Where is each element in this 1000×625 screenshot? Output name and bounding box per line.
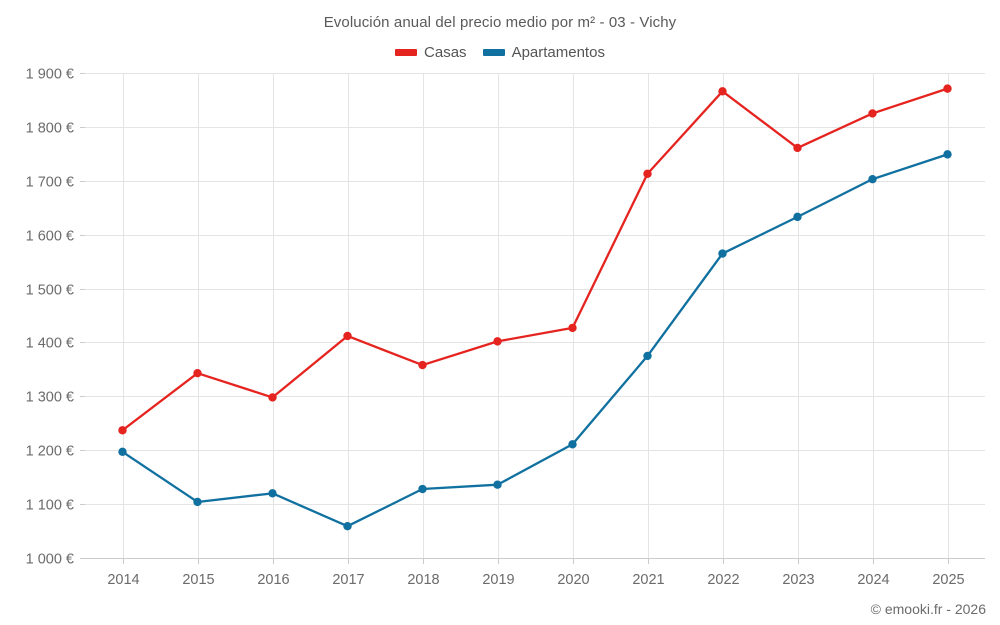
- data-point-marker[interactable]: [118, 447, 127, 457]
- data-point-marker[interactable]: [868, 109, 877, 118]
- y-axis-tick-label: 1 300 €: [26, 390, 74, 406]
- legend-label-casas: Casas: [424, 44, 467, 61]
- data-point-marker[interactable]: [943, 150, 952, 159]
- x-axis-tick-label: 2019: [482, 572, 514, 588]
- y-axis-tick-label: 1 600 €: [26, 229, 74, 245]
- data-point-marker[interactable]: [568, 323, 577, 333]
- legend-swatch-apartamentos: [482, 49, 505, 56]
- data-point-marker[interactable]: [343, 331, 352, 341]
- data-point-marker[interactable]: [568, 440, 577, 449]
- data-point-marker[interactable]: [793, 143, 802, 153]
- x-axis-tick-label: 2024: [857, 572, 889, 588]
- data-point-marker[interactable]: [343, 522, 352, 531]
- x-axis-tick-label: 2016: [257, 572, 289, 588]
- data-point-marker[interactable]: [193, 497, 202, 507]
- y-axis-tick-label: 1 000 €: [26, 552, 74, 568]
- data-point-marker[interactable]: [643, 351, 652, 361]
- x-axis-tick-label: 2020: [557, 572, 589, 588]
- x-axis-tick-label: 2021: [632, 572, 664, 588]
- x-axis-tick-label: 2022: [707, 572, 739, 588]
- data-point-marker[interactable]: [718, 87, 727, 96]
- series-line-casas: [121, 87, 949, 432]
- data-point-marker[interactable]: [418, 360, 427, 370]
- data-point-marker[interactable]: [493, 480, 502, 489]
- data-point-marker[interactable]: [193, 368, 202, 378]
- footer-credit: © emooki.fr - 2026: [870, 601, 986, 617]
- y-axis-tick-label: 1 900 €: [26, 67, 74, 83]
- legend-label-apartamentos: Apartamentos: [511, 44, 605, 61]
- legend-item-apartamentos[interactable]: Apartamentos: [482, 44, 605, 61]
- data-point-marker[interactable]: [718, 249, 727, 258]
- legend-item-casas[interactable]: Casas: [395, 44, 467, 61]
- x-axis-tick-label: 2018: [407, 572, 439, 588]
- x-axis-tick-label: 2015: [182, 572, 214, 588]
- data-point-marker[interactable]: [418, 484, 427, 494]
- x-axis-tick-label: 2017: [332, 572, 364, 588]
- data-point-marker[interactable]: [793, 212, 802, 222]
- chart-legend: Casas Apartamentos: [0, 44, 1000, 61]
- data-point-marker[interactable]: [493, 337, 502, 346]
- y-axis-tick-label: 1 400 €: [26, 336, 74, 352]
- y-axis-tick-label: 1 700 €: [26, 175, 74, 191]
- data-point-marker[interactable]: [868, 174, 877, 184]
- x-axis-tick-label: 2025: [932, 572, 964, 588]
- x-axis-tick-label: 2023: [782, 572, 814, 588]
- series-line-apartamentos: [121, 153, 949, 528]
- data-point-marker[interactable]: [268, 489, 277, 498]
- data-point-marker[interactable]: [643, 169, 652, 178]
- y-axis-tick-label: 1 500 €: [26, 283, 74, 299]
- x-axis-tick-label: 2014: [107, 572, 139, 588]
- data-point-marker[interactable]: [943, 84, 952, 93]
- y-axis-tick-label: 1 800 €: [26, 121, 74, 137]
- y-axis-tick-label: 1 200 €: [26, 444, 74, 460]
- chart-title: Evolución anual del precio medio por m² …: [323, 14, 677, 31]
- data-point-marker[interactable]: [118, 426, 127, 435]
- data-point-marker[interactable]: [268, 393, 277, 402]
- legend-swatch-casas: [395, 49, 418, 56]
- y-axis-tick-label: 1 100 €: [26, 498, 74, 514]
